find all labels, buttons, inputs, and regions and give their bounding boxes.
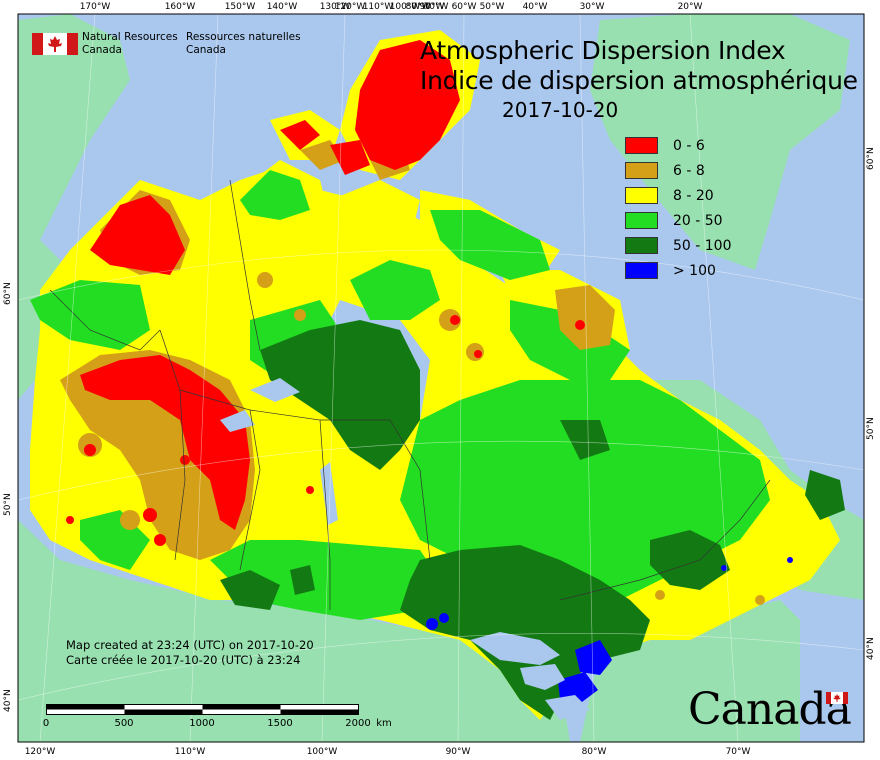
axis-right-tick: 50°N bbox=[866, 417, 876, 440]
legend-item: 50 - 100 bbox=[625, 233, 765, 258]
zone-0-6 bbox=[66, 40, 585, 546]
axis-left-tick: 40°N bbox=[3, 689, 13, 712]
axis-bottom-tick: 110°W bbox=[174, 747, 206, 757]
axis-top-tick: 20°W bbox=[677, 2, 703, 12]
axis-top-tick: 110°W bbox=[362, 2, 394, 12]
org-name-en: Natural Resources Canada bbox=[82, 31, 178, 57]
scale-label: 1000 bbox=[189, 718, 215, 729]
canada-wordmark: Canada bbox=[688, 684, 852, 735]
legend-item: 0 - 6 bbox=[625, 133, 765, 158]
axis-top-tick: 50°W bbox=[479, 2, 505, 12]
axis-top-tick: 60°W bbox=[451, 2, 477, 12]
legend-label: 0 - 6 bbox=[673, 137, 705, 154]
axis-bottom-tick: 90°W bbox=[445, 747, 471, 757]
axis-left-tick: 60°N bbox=[3, 282, 13, 305]
canada-flag-icon bbox=[32, 33, 78, 55]
legend-swatch bbox=[625, 137, 658, 154]
axis-right-tick: 40°N bbox=[866, 637, 876, 660]
created-fr: Carte créée le 2017-10-20 (UTC) à 23:24 bbox=[66, 653, 301, 667]
map-title: Atmospheric Dispersion Index Indice de d… bbox=[420, 36, 860, 124]
scale-label: 0 bbox=[42, 718, 50, 729]
scale-bar: 0 500 1000 1500 2000 km bbox=[42, 704, 406, 734]
axis-top-tick: 30°W bbox=[579, 2, 605, 12]
axis-top-tick: 160°W bbox=[164, 2, 196, 12]
legend-item: 6 - 8 bbox=[625, 158, 765, 183]
provincial-boundaries bbox=[49, 179, 771, 610]
legend-item: 8 - 20 bbox=[625, 183, 765, 208]
canada-flag-icon bbox=[826, 692, 848, 704]
axis-top-tick: 70°W bbox=[423, 2, 449, 12]
axis-top-tick: 150°W bbox=[224, 2, 256, 12]
axis-bottom-tick: 120°W bbox=[24, 747, 56, 757]
org-en-line1: Natural Resources bbox=[82, 31, 178, 43]
legend-swatch bbox=[625, 212, 658, 229]
scale-label: 2000 bbox=[345, 718, 371, 729]
axis-top-tick: 100°W bbox=[389, 2, 421, 12]
scale-unit: km bbox=[376, 718, 392, 729]
axis-top-tick: 140°W bbox=[266, 2, 298, 12]
legend-label: > 100 bbox=[673, 262, 716, 279]
zone-over-100 bbox=[426, 557, 793, 705]
axis-top-tick: 90°W bbox=[419, 2, 445, 12]
org-en-line2: Canada bbox=[82, 44, 122, 56]
legend-swatch bbox=[625, 187, 658, 204]
axis-bottom-tick: 70°W bbox=[725, 747, 751, 757]
map-border bbox=[17, 13, 865, 743]
axis-bottom-tick: 80°W bbox=[581, 747, 607, 757]
legend-label: 8 - 20 bbox=[673, 187, 714, 204]
legend-swatch bbox=[625, 162, 658, 179]
axis-bottom-tick: 100°W bbox=[306, 747, 338, 757]
org-name-fr: Ressources naturelles Canada bbox=[186, 31, 301, 57]
scale-label: 500 bbox=[114, 718, 134, 729]
legend-label: 50 - 100 bbox=[673, 237, 732, 254]
legend-item: > 100 bbox=[625, 258, 765, 283]
title-en: Atmospheric Dispersion Index bbox=[420, 36, 786, 65]
axis-right-tick: 60°N bbox=[866, 147, 876, 170]
inland-water bbox=[220, 378, 590, 720]
legend-label: 20 - 50 bbox=[673, 212, 723, 229]
legend-item: 20 - 50 bbox=[625, 208, 765, 233]
scale-label: 1500 bbox=[267, 718, 293, 729]
legend-swatch bbox=[625, 237, 658, 254]
axis-top-tick: 80°W bbox=[405, 2, 431, 12]
creation-note: Map created at 23:24 (UTC) on 2017-10-20… bbox=[66, 638, 314, 668]
scale-bar-graphic bbox=[46, 704, 359, 715]
legend-label: 6 - 8 bbox=[673, 162, 705, 179]
title-fr: Indice de dispersion atmosphérique bbox=[420, 66, 858, 95]
legend-swatch bbox=[625, 262, 658, 279]
legend: 0 - 6 6 - 8 8 - 20 20 - 50 50 - 100 > 100 bbox=[625, 133, 765, 283]
created-en: Map created at 23:24 (UTC) on 2017-10-20 bbox=[66, 638, 314, 652]
title-date: 2017-10-20 bbox=[502, 98, 619, 122]
axis-top-tick: 40°W bbox=[522, 2, 548, 12]
axis-top-tick: 130°W bbox=[319, 2, 351, 12]
axis-left-tick: 50°N bbox=[3, 493, 13, 516]
axis-top-tick: 120°W bbox=[334, 2, 366, 12]
axis-top-tick: 170°W bbox=[79, 2, 111, 12]
org-fr-line1: Ressources naturelles bbox=[186, 31, 301, 43]
org-fr-line2: Canada bbox=[186, 44, 226, 56]
zone-50-100 bbox=[220, 320, 845, 720]
graticule bbox=[17, 13, 865, 743]
